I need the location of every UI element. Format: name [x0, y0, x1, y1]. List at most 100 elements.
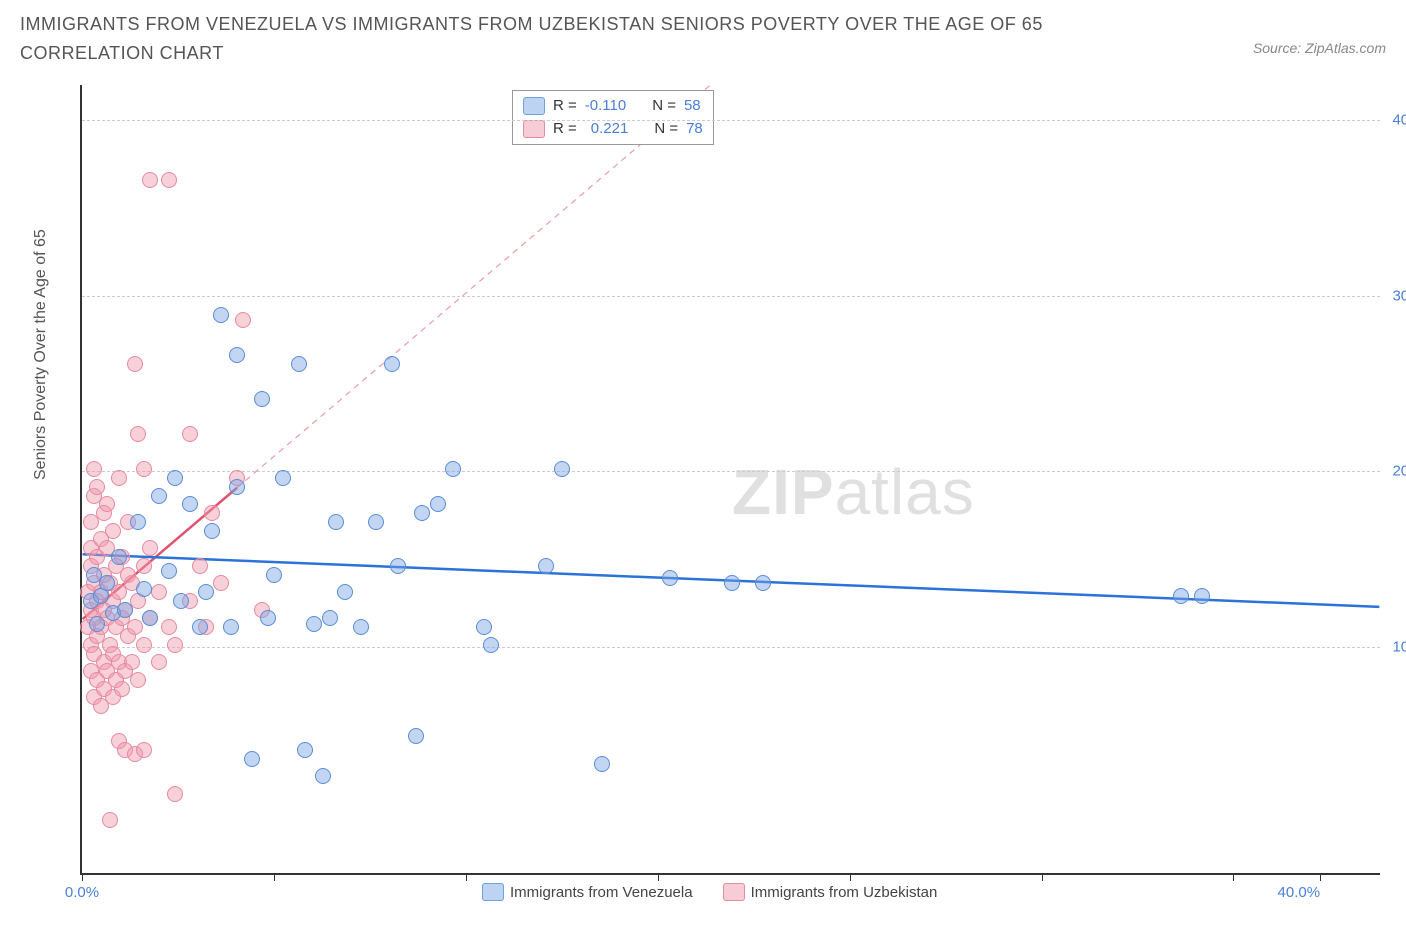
y-tick-label: 10.0% — [1392, 638, 1406, 655]
header: IMMIGRANTS FROM VENEZUELA VS IMMIGRANTS … — [0, 0, 1406, 68]
data-point — [102, 812, 118, 828]
data-point — [291, 356, 307, 372]
data-point — [161, 563, 177, 579]
watermark: ZIPatlas — [732, 455, 975, 529]
x-tick — [658, 873, 659, 881]
x-tick — [274, 873, 275, 881]
scatter-plot: ZIPatlas R = -0.110 N = 58 R = 0.221 N =… — [80, 85, 1380, 875]
stats-row-venezuela: R = -0.110 N = 58 — [523, 95, 703, 118]
data-point — [89, 479, 105, 495]
r-label: R = — [553, 95, 577, 118]
data-point — [328, 514, 344, 530]
swatch-icon — [482, 883, 504, 901]
legend-label: Immigrants from Venezuela — [510, 884, 693, 901]
data-point — [390, 558, 406, 574]
data-point — [204, 505, 220, 521]
data-point — [476, 619, 492, 635]
data-point — [213, 307, 229, 323]
data-point — [275, 470, 291, 486]
data-point — [161, 619, 177, 635]
data-point — [89, 616, 105, 632]
data-point — [244, 751, 260, 767]
data-point — [127, 356, 143, 372]
data-point — [724, 575, 740, 591]
data-point — [167, 637, 183, 653]
data-point — [151, 654, 167, 670]
data-point — [368, 514, 384, 530]
gridline — [82, 647, 1380, 648]
data-point — [260, 610, 276, 626]
data-point — [161, 172, 177, 188]
x-tick — [850, 873, 851, 881]
x-tick — [1042, 873, 1043, 881]
y-tick-label: 30.0% — [1392, 287, 1406, 304]
data-point — [167, 786, 183, 802]
data-point — [384, 356, 400, 372]
data-point — [223, 619, 239, 635]
data-point — [204, 523, 220, 539]
x-tick — [1320, 873, 1321, 881]
y-axis-label: Seniors Poverty Over the Age of 65 — [32, 229, 50, 480]
legend-item-venezuela: Immigrants from Venezuela — [482, 883, 693, 901]
data-point — [554, 461, 570, 477]
data-point — [254, 391, 270, 407]
data-point — [142, 172, 158, 188]
data-point — [130, 426, 146, 442]
x-tick-label: 40.0% — [1278, 884, 1321, 901]
data-point — [151, 488, 167, 504]
data-point — [105, 523, 121, 539]
x-tick — [82, 873, 83, 881]
legend-item-uzbekistan: Immigrants from Uzbekistan — [723, 883, 938, 901]
data-point — [430, 496, 446, 512]
data-point — [306, 616, 322, 632]
data-point — [173, 593, 189, 609]
data-point — [130, 672, 146, 688]
watermark-light: atlas — [835, 456, 975, 528]
data-point — [111, 470, 127, 486]
data-point — [136, 558, 152, 574]
data-point — [353, 619, 369, 635]
data-point — [86, 461, 102, 477]
data-point — [297, 742, 313, 758]
data-point — [114, 681, 130, 697]
data-point — [142, 540, 158, 556]
swatch-venezuela — [523, 97, 545, 115]
data-point — [127, 619, 143, 635]
stats-legend: R = -0.110 N = 58 R = 0.221 N = 78 — [512, 90, 714, 145]
data-point — [117, 602, 133, 618]
data-point — [192, 558, 208, 574]
data-point — [445, 461, 461, 477]
chart-area: Seniors Poverty Over the Age of 65 ZIPat… — [60, 85, 1380, 875]
x-tick — [466, 873, 467, 881]
swatch-uzbekistan — [523, 120, 545, 138]
watermark-bold: ZIP — [732, 456, 835, 528]
data-point — [124, 654, 140, 670]
data-point — [99, 496, 115, 512]
n-label: N = — [652, 95, 676, 118]
data-point — [1173, 588, 1189, 604]
y-tick-label: 20.0% — [1392, 463, 1406, 480]
data-point — [136, 742, 152, 758]
data-point — [213, 575, 229, 591]
data-point — [408, 728, 424, 744]
legend-label: Immigrants from Uzbekistan — [751, 884, 938, 901]
swatch-icon — [723, 883, 745, 901]
x-tick-label: 0.0% — [65, 884, 99, 901]
data-point — [111, 549, 127, 565]
data-point — [136, 581, 152, 597]
data-point — [538, 558, 554, 574]
data-point — [315, 768, 331, 784]
data-point — [182, 496, 198, 512]
data-point — [337, 584, 353, 600]
data-point — [167, 470, 183, 486]
data-point — [229, 479, 245, 495]
data-point — [414, 505, 430, 521]
data-point — [1194, 588, 1210, 604]
r-value-venezuela: -0.110 — [585, 95, 626, 118]
data-point — [235, 312, 251, 328]
data-point — [136, 461, 152, 477]
x-tick — [1233, 873, 1234, 881]
series-legend: Immigrants from Venezuela Immigrants fro… — [482, 883, 937, 901]
gridline — [82, 120, 1380, 121]
data-point — [151, 584, 167, 600]
